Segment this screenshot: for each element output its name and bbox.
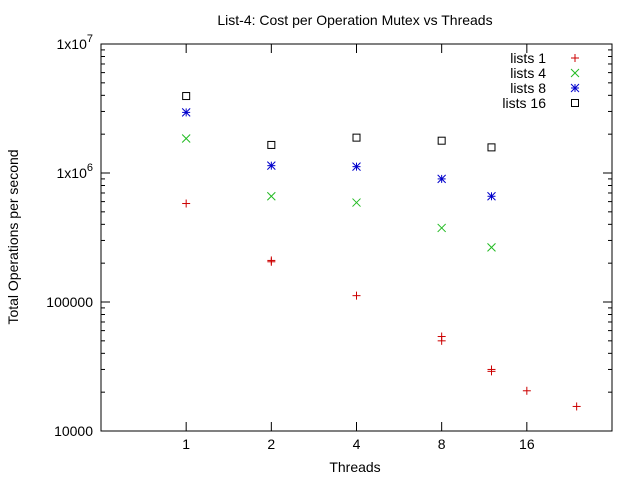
y-tick-label: 1x107 [57, 33, 93, 52]
y-tick-label: 10000 [54, 423, 93, 439]
data-point-cross [487, 243, 496, 252]
legend-marker-star [570, 83, 580, 93]
data-point-plus [487, 367, 496, 376]
x-tick-label: 2 [267, 436, 275, 452]
data-point-cross [181, 134, 191, 143]
legend-marker-cross [570, 68, 580, 78]
data-point-square [182, 92, 191, 101]
x-tick-label: 1 [182, 436, 190, 452]
legend-marker-square [571, 99, 579, 107]
x-tick-label: 16 [519, 436, 535, 452]
data-point-plus [437, 336, 446, 345]
data-point-star [266, 161, 276, 171]
data-point-star [181, 108, 191, 117]
x-axis-label: Threads [329, 459, 380, 475]
data-point-square [267, 140, 276, 149]
data-point-cross [437, 223, 447, 233]
chart-title: List-4: Cost per Operation Mutex vs Thre… [217, 12, 492, 28]
legend-label: lists 4 [510, 65, 546, 81]
legend-label: lists 16 [502, 95, 546, 111]
y-tick-label: 1x106 [57, 162, 93, 181]
data-point-plus [522, 386, 531, 395]
data-point-star [352, 162, 361, 172]
data-point-cross [352, 198, 361, 207]
data-point-plus [352, 291, 361, 300]
x-tick-label: 8 [438, 436, 446, 452]
data-points [181, 92, 581, 411]
data-point-plus [572, 402, 581, 411]
data-point-square [487, 143, 496, 152]
y-tick-label: 100000 [46, 294, 93, 310]
legend-label: lists 8 [510, 80, 546, 96]
legend-marker-plus [571, 54, 579, 62]
legend-label: lists 1 [510, 50, 546, 66]
data-point-square [352, 133, 361, 142]
x-tick-label: 4 [353, 436, 361, 452]
data-point-cross [266, 191, 276, 201]
data-point-plus [182, 199, 191, 208]
data-point-plus [267, 257, 276, 266]
data-point-square [437, 136, 446, 145]
y-axis-label: Total Operations per second [5, 149, 21, 324]
axis-ticks: 1 2 4 8 16 10000 100000 1x106 1x107 [46, 33, 612, 452]
data-point-star [437, 174, 447, 184]
data-point-star [487, 191, 496, 201]
